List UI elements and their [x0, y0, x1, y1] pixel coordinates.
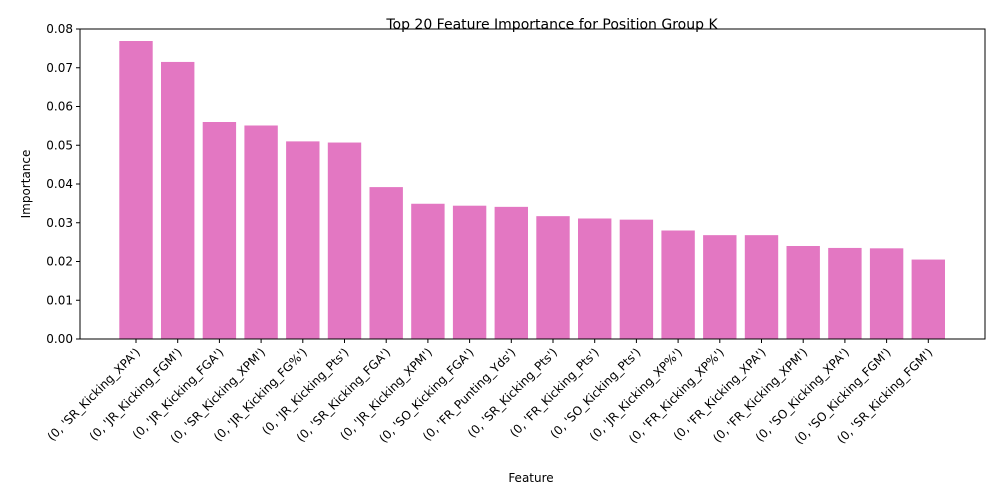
bar-12 [619, 219, 654, 339]
bar-16 [786, 246, 820, 339]
y-tick-label-0: 0.00 [46, 332, 73, 346]
y-tick-label-4: 0.04 [46, 177, 73, 191]
bar-9 [494, 206, 528, 339]
bar-13 [661, 230, 695, 339]
bar-4 [286, 141, 320, 340]
bar-7 [411, 203, 445, 339]
y-axis-label: Importance [19, 150, 33, 219]
y-tick-label-7: 0.07 [46, 61, 73, 75]
bar-2 [202, 122, 237, 339]
bar-3 [244, 125, 278, 340]
y-tick-label-5: 0.05 [46, 138, 73, 152]
bar-1 [161, 61, 195, 339]
bar-15 [744, 235, 779, 339]
bar-8 [452, 205, 487, 339]
plot-frame [79, 28, 986, 340]
bar-0 [119, 41, 153, 339]
bar-10 [536, 216, 570, 339]
x-axis: (0, 'SR_Kicking_XPA')(0, 'JR_Kicking_FGM… [45, 339, 935, 447]
bar-19 [911, 259, 945, 339]
x-axis-label: Feature [508, 471, 553, 485]
bar-11 [578, 218, 612, 339]
y-axis: 0.00 0.01 0.02 0.03 0.04 0.05 0.06 0.07 0.08 [46, 22, 80, 346]
y-tick-label-3: 0.03 [46, 216, 73, 230]
chart-title: Top 20 Feature Importance for Position G… [385, 17, 718, 33]
bars-group [119, 41, 945, 340]
y-tick-label-6: 0.06 [46, 100, 73, 114]
bar-18 [869, 248, 904, 339]
bar-5 [327, 142, 362, 339]
y-tick-label-2: 0.02 [46, 255, 73, 269]
y-tick-label-8: 0.08 [46, 22, 73, 36]
bar-17 [828, 247, 862, 339]
bar-6 [369, 187, 403, 339]
y-tick-label-1: 0.01 [46, 293, 73, 307]
bar-14 [703, 235, 737, 339]
